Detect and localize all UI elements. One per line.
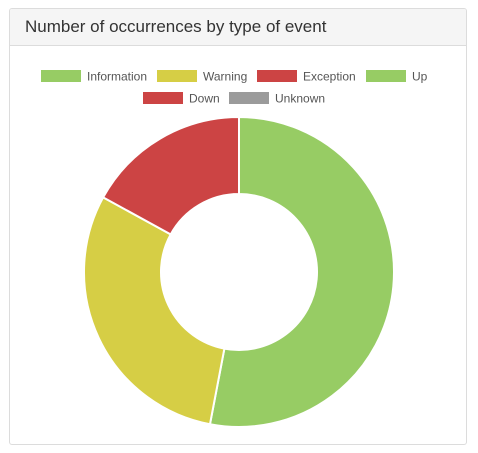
legend-item-warning[interactable]: Warning [157,70,247,84]
legend-swatch-exception [257,70,297,82]
panel-title: Number of occurrences by type of event [25,17,327,36]
legend-swatch-information [41,70,81,82]
legend-swatch-up [366,70,406,82]
legend-item-down[interactable]: Down [143,92,220,106]
legend-item-exception[interactable]: Exception [257,70,356,84]
slice-exception[interactable] [101,115,240,236]
legend-label-down: Down [189,92,220,106]
legend-swatch-warning [157,70,197,82]
legend-label-information: Information [87,70,147,84]
legend-label-unknown: Unknown [275,92,325,106]
legend-swatch-unknown [229,92,269,104]
legend-label-up: Up [412,70,428,84]
slice-information[interactable] [208,115,395,428]
chart-slices [83,115,395,428]
legend-label-warning: Warning [203,70,247,84]
legend-item-information[interactable]: Information [41,70,147,84]
slice-warning[interactable] [83,195,226,426]
legend-item-up[interactable]: Up [366,70,428,84]
legend-swatch-down [143,92,183,104]
legend-label-exception: Exception [303,70,356,84]
chart-legend: Information Warning Exception Up Down Unknown [41,70,428,106]
panel-header: Number of occurrences by type of event [10,9,466,46]
legend-item-unknown[interactable]: Unknown [229,92,325,106]
